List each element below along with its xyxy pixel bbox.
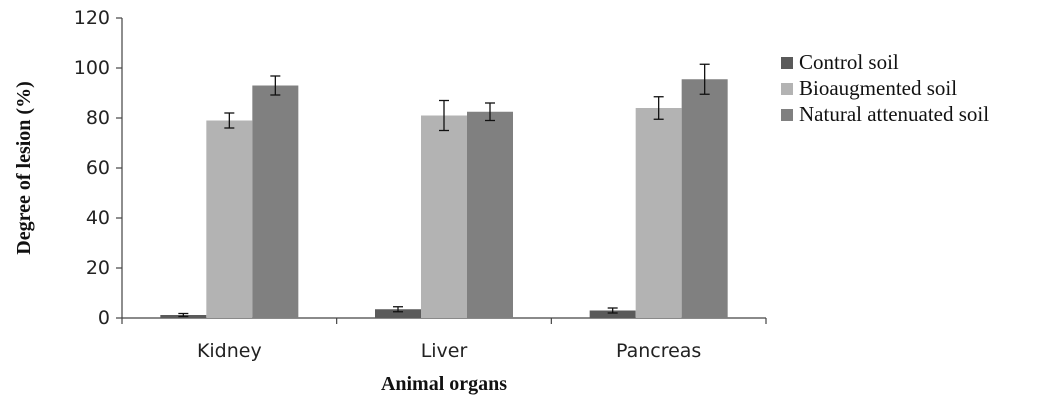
bar xyxy=(589,310,636,318)
error-bar xyxy=(393,306,403,313)
error-bar xyxy=(653,96,664,120)
y-tick-label: 100 xyxy=(74,57,110,79)
x-tick-label: Pancreas xyxy=(616,340,701,362)
y-tick-label: 20 xyxy=(86,257,110,279)
bar xyxy=(252,85,299,318)
x-axis: Kidney Liver Pancreas xyxy=(121,317,767,362)
legend-swatch xyxy=(781,109,793,121)
error-bar xyxy=(485,102,495,122)
bar xyxy=(421,115,467,318)
y-tick-label: 80 xyxy=(86,107,110,129)
bar xyxy=(467,111,513,318)
bars xyxy=(160,79,728,318)
bar xyxy=(375,309,421,318)
error-bar xyxy=(439,99,449,132)
legend-swatch xyxy=(781,57,793,69)
error-bar xyxy=(607,307,618,314)
error-bars xyxy=(178,63,710,318)
legend-label: Bioaugmented soil xyxy=(799,76,957,100)
legend-label: Natural attenuated soil xyxy=(799,102,989,126)
x-axis-title: Animal organs xyxy=(381,373,507,395)
y-tick-label: 0 xyxy=(98,307,110,329)
error-bar xyxy=(699,63,710,95)
bar xyxy=(635,108,682,318)
y-tick-label: 120 xyxy=(74,7,110,29)
y-axis: 0 20 40 60 80 100 120 xyxy=(74,7,123,329)
bar xyxy=(206,120,253,318)
legend-swatch xyxy=(781,83,793,95)
bar xyxy=(681,79,728,318)
error-bar xyxy=(224,112,235,129)
y-tick-label: 60 xyxy=(86,157,110,179)
legend-label: Control soil xyxy=(799,50,899,74)
y-tick-label: 40 xyxy=(86,207,110,229)
error-bar xyxy=(178,312,189,318)
x-tick-label: Kidney xyxy=(197,340,262,362)
x-tick-label: Liver xyxy=(421,340,468,362)
y-axis-title: Degree of lesion (%) xyxy=(13,81,35,254)
error-bar xyxy=(270,75,281,96)
